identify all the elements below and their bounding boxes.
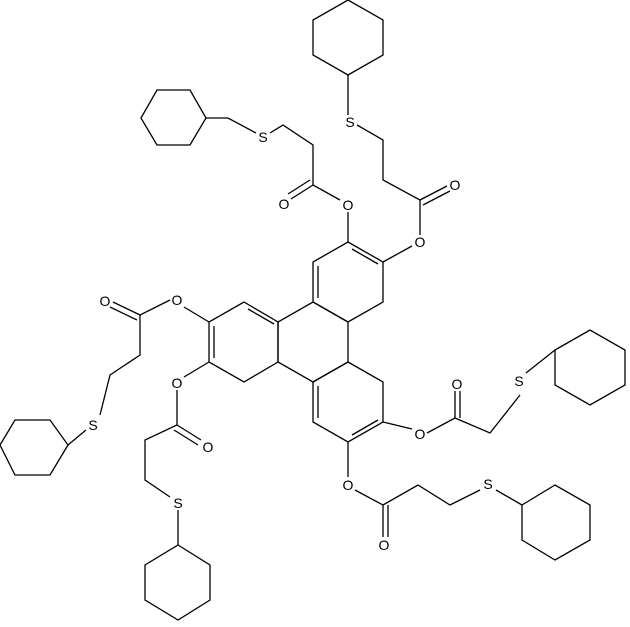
atom-label: O xyxy=(343,197,354,213)
atom-label: O xyxy=(203,439,214,455)
atom-label: O xyxy=(379,537,390,553)
atom-label: O xyxy=(450,177,461,193)
atom-label: O xyxy=(415,426,426,442)
atom-label: S xyxy=(483,476,492,492)
atom-label: O xyxy=(172,375,183,391)
atom-label: O xyxy=(172,292,183,308)
atom-label: O xyxy=(279,196,290,212)
atom-label: S xyxy=(514,373,523,389)
atom-labels: S S S S S S O O O O O O O O O O O O xyxy=(88,114,523,553)
atom-label: O xyxy=(415,234,426,250)
atom-label: S xyxy=(258,129,267,145)
atom-label: S xyxy=(173,495,182,511)
atom-label: O xyxy=(452,376,463,392)
atom-label: S xyxy=(345,114,354,130)
atom-label: O xyxy=(100,293,111,309)
atom-label: S xyxy=(88,417,97,433)
atom-label: O xyxy=(343,477,354,493)
